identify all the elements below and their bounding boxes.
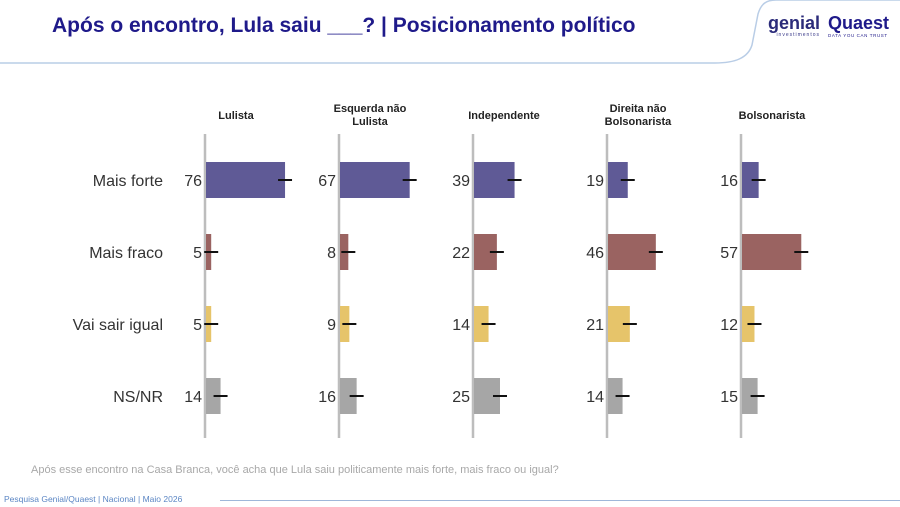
bar-esquerda-nao-lulista-mais-forte [340, 162, 410, 198]
bar-bolsonarista-mais-forte [742, 162, 759, 198]
row-label-ns-nr: NS/NR [113, 389, 163, 406]
data-label-bolsonarista-ns-nr: 15 [720, 389, 738, 406]
bar-lulista-ns-nr [206, 378, 221, 414]
data-label-direita-nao-bolsonarista-mais-forte: 19 [586, 173, 604, 190]
data-label-esquerda-nao-lulista-vai-sair-igual: 9 [327, 317, 336, 334]
data-label-bolsonarista-mais-forte: 16 [720, 173, 738, 190]
row-label-vai-sair-igual: Vai sair igual [73, 317, 163, 334]
data-label-lulista-mais-forte: 76 [184, 173, 202, 190]
data-label-esquerda-nao-lulista-mais-fraco: 8 [327, 245, 336, 262]
footer-divider [220, 500, 900, 501]
data-label-lulista-vai-sair-igual: 5 [193, 317, 202, 334]
row-label-mais-fraco: Mais fraco [89, 245, 163, 262]
quaest-logo: Quaest DATA YOU CAN TRUST [828, 13, 890, 38]
group-header-lulista: Lulista [218, 110, 254, 122]
group-header-esquerda-nao-lulista: Esquerda não Lulista [334, 103, 407, 128]
data-label-independente-ns-nr: 25 [452, 389, 470, 406]
bar-esquerda-nao-lulista-ns-nr [340, 378, 357, 414]
data-label-direita-nao-bolsonarista-vai-sair-igual: 21 [586, 317, 604, 334]
bar-direita-nao-bolsonarista-mais-forte [608, 162, 628, 198]
row-label-mais-forte: Mais forte [93, 173, 163, 190]
data-label-esquerda-nao-lulista-ns-nr: 16 [318, 389, 336, 406]
bar-independente-vai-sair-igual [474, 306, 489, 342]
bar-direita-nao-bolsonarista-mais-fraco [608, 234, 656, 270]
genial-logo: genial investimentos [768, 13, 821, 38]
group-header-independente: Independente [468, 110, 540, 122]
data-label-independente-vai-sair-igual: 14 [452, 317, 470, 334]
footer-source: Pesquisa Genial/Quaest | Nacional | Maio… [4, 494, 183, 504]
bar-bolsonarista-mais-fraco [742, 234, 802, 270]
bar-direita-nao-bolsonarista-ns-nr [608, 378, 623, 414]
bar-bolsonarista-ns-nr [742, 378, 758, 414]
data-label-esquerda-nao-lulista-mais-forte: 67 [318, 173, 336, 190]
page-title: Após o encontro, Lula saiu ___? | Posici… [52, 14, 636, 37]
data-label-bolsonarista-vai-sair-igual: 12 [720, 317, 738, 334]
logos: genial investimentos Quaest DATA YOU CAN… [768, 14, 889, 44]
data-label-bolsonarista-mais-fraco: 57 [720, 245, 738, 262]
group-header-direita-nao-bolsonarista: Direita não Bolsonarista [605, 103, 673, 128]
data-label-direita-nao-bolsonarista-mais-fraco: 46 [586, 245, 604, 262]
group-header-bolsonarista: Bolsonarista [739, 110, 807, 122]
bar-chart: Mais forte Mais fraco Vai sair igual NS/NR L… [73, 103, 809, 438]
data-label-independente-mais-fraco: 22 [452, 245, 470, 262]
data-label-direita-nao-bolsonarista-ns-nr: 14 [586, 389, 604, 406]
bar-direita-nao-bolsonarista-vai-sair-igual [608, 306, 630, 342]
header-divider [0, 0, 900, 64]
bar-independente-mais-fraco [474, 234, 497, 270]
question-text: Após esse encontro na Casa Branca, você … [31, 464, 559, 476]
data-label-independente-mais-forte: 39 [452, 173, 470, 190]
data-label-lulista-mais-fraco: 5 [193, 245, 202, 262]
bar-lulista-mais-forte [206, 162, 286, 198]
data-label-lulista-ns-nr: 14 [184, 389, 202, 406]
